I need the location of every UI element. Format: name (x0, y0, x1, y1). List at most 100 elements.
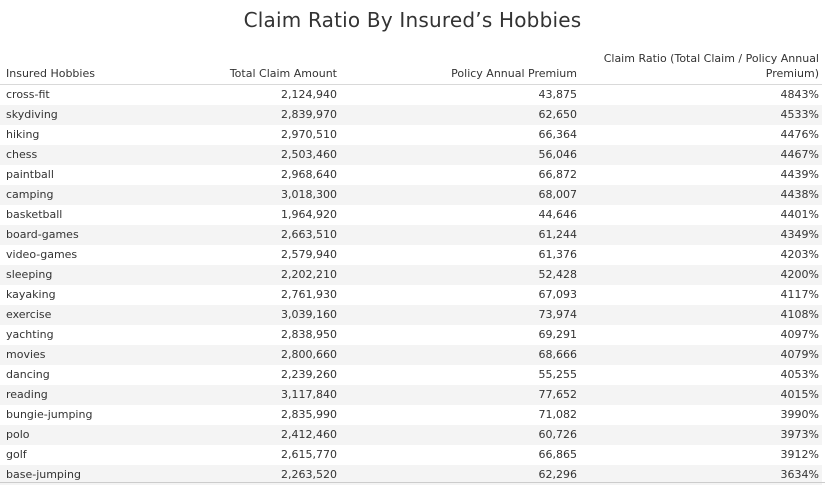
cell-policy-annual-premium: 67,093 (538, 288, 578, 301)
cell-hobby: dancing (6, 368, 50, 381)
table-row[interactable]: cross-fit 2,124,940 43,875 4843% (0, 85, 822, 105)
table-row[interactable]: board-games 2,663,510 61,244 4349% (0, 225, 822, 245)
cell-hobby: movies (6, 348, 46, 361)
cell-hobby: yachting (6, 328, 54, 341)
cell-hobby: kayaking (6, 288, 56, 301)
cell-total-claim-amount: 2,835,990 (281, 408, 337, 421)
cell-claim-ratio: 4117% (780, 288, 819, 301)
cell-claim-ratio: 4349% (780, 228, 819, 241)
table-row[interactable]: sleeping 2,202,210 52,428 4200% (0, 265, 822, 285)
cell-claim-ratio: 4438% (780, 188, 819, 201)
cell-claim-ratio: 4476% (780, 128, 819, 141)
cell-policy-annual-premium: 44,646 (538, 208, 578, 221)
header-claim-ratio[interactable]: Claim Ratio (Total Claim / Policy Annual… (603, 52, 819, 80)
cell-hobby: polo (6, 428, 30, 441)
cell-hobby: board-games (6, 228, 79, 241)
table-row[interactable]: base-jumping 2,263,520 62,296 3634% (0, 465, 822, 485)
cell-policy-annual-premium: 71,082 (538, 408, 578, 421)
cell-total-claim-amount: 2,239,260 (281, 368, 337, 381)
cell-total-claim-amount: 2,124,940 (281, 88, 337, 101)
table-row[interactable]: skydiving 2,839,970 62,650 4533% (0, 105, 822, 125)
cell-claim-ratio: 3990% (780, 408, 819, 421)
cell-hobby: golf (6, 448, 27, 461)
cell-hobby: hiking (6, 128, 40, 141)
table-row[interactable]: dancing 2,239,260 55,255 4053% (0, 365, 822, 385)
cell-total-claim-amount: 2,579,940 (281, 248, 337, 261)
cell-hobby: reading (6, 388, 48, 401)
header-total-claim-amount[interactable]: Total Claim Amount (229, 67, 337, 80)
cell-total-claim-amount: 3,039,160 (281, 308, 337, 321)
cell-policy-annual-premium: 61,244 (538, 228, 578, 241)
table-row[interactable]: polo 2,412,460 60,726 3973% (0, 425, 822, 445)
table-row[interactable]: video-games 2,579,940 61,376 4203% (0, 245, 822, 265)
cell-claim-ratio: 4079% (780, 348, 819, 361)
cell-claim-ratio: 3973% (780, 428, 819, 441)
cell-hobby: sleeping (6, 268, 53, 281)
cell-policy-annual-premium: 66,872 (538, 168, 578, 181)
cell-policy-annual-premium: 68,666 (538, 348, 578, 361)
cell-hobby: basketball (6, 208, 63, 221)
cell-total-claim-amount: 2,615,770 (281, 448, 337, 461)
cell-policy-annual-premium: 62,296 (538, 468, 578, 481)
table-row[interactable]: kayaking 2,761,930 67,093 4117% (0, 285, 822, 305)
cell-total-claim-amount: 2,839,970 (281, 108, 337, 121)
cell-total-claim-amount: 2,412,460 (281, 428, 337, 441)
cell-policy-annual-premium: 73,974 (538, 308, 578, 321)
cell-policy-annual-premium: 62,650 (538, 108, 578, 121)
cell-claim-ratio: 3912% (780, 448, 819, 461)
cell-claim-ratio: 4843% (780, 88, 819, 101)
cell-claim-ratio: 3634% (780, 468, 819, 481)
cell-claim-ratio: 4439% (780, 168, 819, 181)
cell-hobby: video-games (6, 248, 78, 261)
table-row[interactable]: paintball 2,968,640 66,872 4439% (0, 165, 822, 185)
cell-total-claim-amount: 3,117,840 (281, 388, 337, 401)
cell-total-claim-amount: 2,761,930 (281, 288, 337, 301)
cell-hobby: skydiving (6, 108, 58, 121)
cell-claim-ratio: 4015% (780, 388, 819, 401)
cell-hobby: cross-fit (6, 88, 50, 101)
table-row[interactable]: camping 3,018,300 68,007 4438% (0, 185, 822, 205)
cell-total-claim-amount: 2,800,660 (281, 348, 337, 361)
table-row[interactable]: movies 2,800,660 68,666 4079% (0, 345, 822, 365)
table-row[interactable]: bungie-jumping 2,835,990 71,082 3990% (0, 405, 822, 425)
cell-total-claim-amount: 2,970,510 (281, 128, 337, 141)
table-row[interactable]: golf 2,615,770 66,865 3912% (0, 445, 822, 465)
table-row[interactable]: reading 3,117,840 77,652 4015% (0, 385, 822, 405)
table-row[interactable]: chess 2,503,460 56,046 4467% (0, 145, 822, 165)
header-policy-annual-premium[interactable]: Policy Annual Premium (451, 67, 577, 80)
cell-claim-ratio: 4053% (780, 368, 819, 381)
cell-total-claim-amount: 3,018,300 (281, 188, 337, 201)
cell-policy-annual-premium: 56,046 (538, 148, 578, 161)
header-insured-hobbies[interactable]: Insured Hobbies (6, 67, 95, 80)
cell-hobby: exercise (6, 308, 52, 321)
cell-claim-ratio: 4200% (780, 268, 819, 281)
cell-claim-ratio: 4533% (780, 108, 819, 121)
cell-claim-ratio: 4203% (780, 248, 819, 261)
table-row[interactable]: basketball 1,964,920 44,646 4401% (0, 205, 822, 225)
cell-policy-annual-premium: 60,726 (538, 428, 578, 441)
table-row[interactable]: exercise 3,039,160 73,974 4108% (0, 305, 822, 325)
cell-policy-annual-premium: 66,364 (538, 128, 578, 141)
cell-total-claim-amount: 2,968,640 (281, 168, 337, 181)
cell-total-claim-amount: 2,503,460 (281, 148, 337, 161)
cell-hobby: base-jumping (6, 468, 81, 481)
cell-claim-ratio: 4108% (780, 308, 819, 321)
cell-claim-ratio: 4401% (780, 208, 819, 221)
cell-hobby: chess (6, 148, 38, 161)
table-row[interactable]: yachting 2,838,950 69,291 4097% (0, 325, 822, 345)
table-header: Insured Hobbies Total Claim Amount Polic… (0, 46, 822, 85)
table-row[interactable]: hiking 2,970,510 66,364 4476% (0, 125, 822, 145)
cell-policy-annual-premium: 66,865 (538, 448, 578, 461)
cell-hobby: paintball (6, 168, 54, 181)
cell-claim-ratio: 4467% (780, 148, 819, 161)
table-body: cross-fit 2,124,940 43,875 4843% skydiving 2,… (0, 85, 822, 485)
cell-total-claim-amount: 2,663,510 (281, 228, 337, 241)
table-bottom-rule (0, 482, 825, 483)
cell-total-claim-amount: 2,838,950 (281, 328, 337, 341)
cell-hobby: bungie-jumping (6, 408, 93, 421)
cell-policy-annual-premium: 43,875 (538, 88, 578, 101)
cell-policy-annual-premium: 55,255 (538, 368, 578, 381)
cell-policy-annual-premium: 52,428 (538, 268, 578, 281)
cell-policy-annual-premium: 61,376 (538, 248, 578, 261)
cell-policy-annual-premium: 69,291 (538, 328, 578, 341)
